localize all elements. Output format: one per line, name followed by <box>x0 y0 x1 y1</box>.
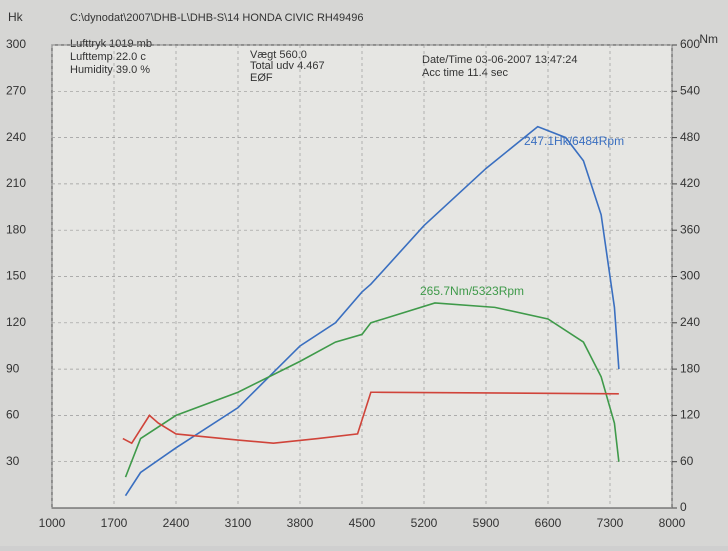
humidity: Humidity 39.0 % <box>70 64 150 76</box>
acc-time: Acc time 11.4 sec <box>422 67 508 79</box>
y2-tick-label: 60 <box>680 454 694 468</box>
code: EØF <box>250 72 273 84</box>
y-tick-label: 90 <box>6 361 20 375</box>
annotation: 247.1Hk/6484Rpm <box>524 134 624 148</box>
x-tick-label: 5900 <box>473 516 500 530</box>
pressure: Lufttryk 1019 mb <box>70 38 152 50</box>
total: Total udv 4.467 <box>250 60 325 72</box>
x-tick-label: 1000 <box>39 516 66 530</box>
y2-tick-label: 300 <box>680 269 700 283</box>
y-tick-label: 60 <box>6 408 20 422</box>
x-tick-label: 4500 <box>349 516 376 530</box>
y-tick-label: 150 <box>6 269 26 283</box>
y-tick-label: 210 <box>6 176 26 190</box>
x-tick-label: 1700 <box>101 516 128 530</box>
temperature: Lufttemp 22.0 c <box>70 51 146 63</box>
y2-tick-label: 540 <box>680 83 700 97</box>
x-tick-label: 3100 <box>225 516 252 530</box>
datetime: Date/Time 03-06-2007 13:47:24 <box>422 54 578 66</box>
y-tick-label: 270 <box>6 83 26 97</box>
file-path: C:\dynodat\2007\DHB-L\DHB-S\14 HONDA CIV… <box>70 12 363 24</box>
data-line <box>124 302 620 478</box>
y-tick-label: 240 <box>6 130 26 144</box>
y2-tick-label: 0 <box>680 500 687 514</box>
x-tick-label: 3800 <box>287 516 314 530</box>
y2-tick-label: 600 <box>680 37 700 51</box>
x-tick-label: 6600 <box>535 516 562 530</box>
x-tick-label: 7300 <box>597 516 624 530</box>
data-line <box>122 391 619 445</box>
y2-tick-label: 360 <box>680 222 700 236</box>
x-tick-label: 5200 <box>411 516 438 530</box>
y-axis-label: Hk <box>8 10 24 24</box>
annotation: 265.7Nm/5323Rpm <box>420 284 524 298</box>
y2-tick-label: 240 <box>680 315 700 329</box>
y2-axis-label: Nm <box>699 32 718 46</box>
y-tick-label: 300 <box>6 37 26 51</box>
y-tick-label: 180 <box>6 222 26 236</box>
y2-tick-label: 180 <box>680 361 700 375</box>
x-tick-label: 2400 <box>163 516 190 530</box>
y2-tick-label: 480 <box>680 130 700 144</box>
data-line <box>124 125 620 497</box>
weight: Vægt 560.0 <box>250 49 307 61</box>
x-tick-label: 8000 <box>659 516 686 530</box>
y2-tick-label: 420 <box>680 176 700 190</box>
y-tick-label: 120 <box>6 315 26 329</box>
y-tick-label: 30 <box>6 454 20 468</box>
y2-tick-label: 120 <box>680 408 700 422</box>
